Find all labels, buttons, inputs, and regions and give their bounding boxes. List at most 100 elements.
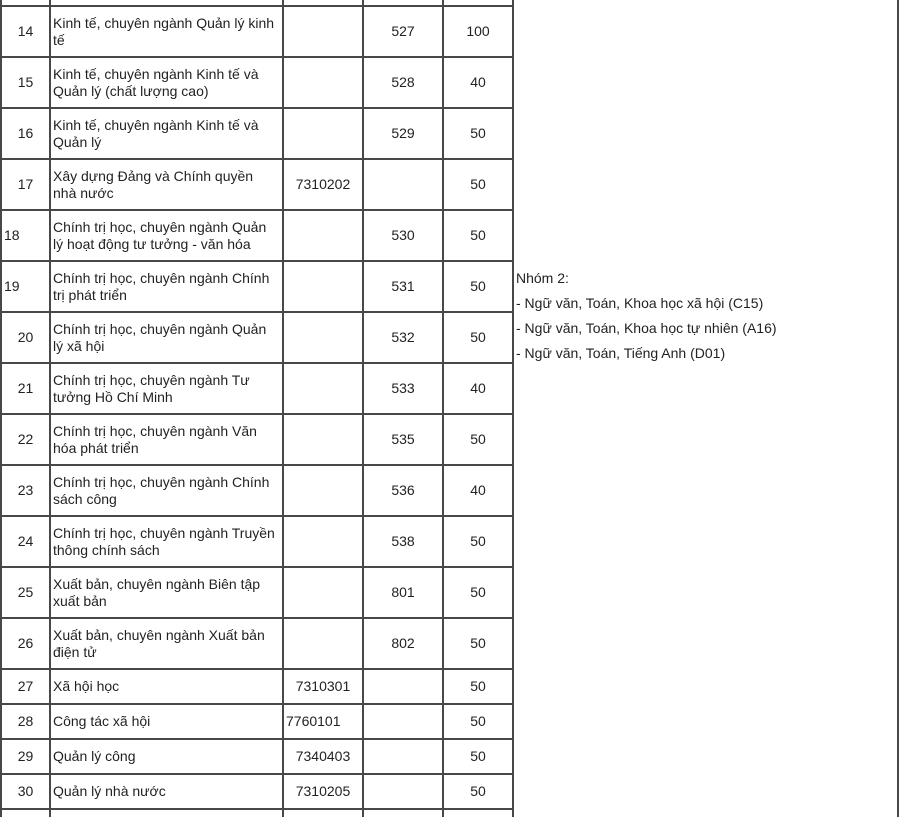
table-row: 24 Chính trị học, chuyên ngành Truyền th…: [0, 515, 898, 568]
major-code-cell: [282, 209, 364, 262]
table-row: 16 Kinh tế, chuyên ngành Kinh tế và Quản…: [0, 107, 898, 160]
group-code-cell: [362, 0, 444, 7]
quota-cell: 50: [442, 738, 514, 775]
note-item: - Ngữ văn, Toán, Tiếng Anh (D01): [516, 345, 726, 361]
group-code-cell: [362, 773, 444, 810]
table-row: 30 Quản lý nhà nước 7310205 50: [0, 773, 898, 810]
row-number-cell: 17: [0, 158, 51, 211]
quota-cell: 50: [442, 107, 514, 160]
row-number-cell: 28: [0, 703, 51, 740]
row-number-cell: 16: [0, 107, 51, 160]
note-cell: Nhóm 2: - Ngữ văn, Toán, Khoa học xã hội…: [512, 0, 899, 817]
program-name-cell: Chính trị học, chuyên ngành Chính trị ph…: [49, 260, 284, 313]
table-row: 29 Quản lý công 7340403 50: [0, 738, 898, 775]
major-code-cell: 7340403: [282, 738, 364, 775]
group-code-cell: [362, 738, 444, 775]
note-title: Nhóm 2:: [516, 270, 569, 286]
major-code-cell: [282, 260, 364, 313]
note-item: - Ngữ văn, Toán, Khoa học tự nhiên (A16): [516, 320, 777, 336]
quota-cell: 50: [442, 158, 514, 211]
group-code-cell: [362, 158, 444, 211]
row-number-cell: 30: [0, 773, 51, 810]
row-number-cell: 18: [0, 209, 51, 262]
row-number-cell: 20: [0, 311, 51, 364]
program-name-cell: Công tác xã hội: [49, 703, 284, 740]
major-code-cell: [282, 566, 364, 619]
major-code-cell: [282, 0, 364, 7]
quota-cell: 100: [442, 5, 514, 58]
row-number-cell: 25: [0, 566, 51, 619]
quota-cell: 40: [442, 464, 514, 517]
major-code-cell: [282, 808, 364, 817]
quota-cell: 50: [442, 617, 514, 670]
quota-cell: 50: [442, 773, 514, 810]
quota-cell: 50: [442, 209, 514, 262]
row-number-cell: 14: [0, 5, 51, 58]
program-name-cell: Chính trị học, chuyên ngành Truyền thông…: [49, 515, 284, 568]
group-code-cell: 535: [362, 413, 444, 466]
table-row: 26 Xuất bản, chuyên ngành Xuất bản điện …: [0, 617, 898, 670]
table-row: 23 Chính trị học, chuyên ngành Chính sác…: [0, 464, 898, 517]
major-code-cell: 7760101: [282, 703, 364, 740]
table-row: 22 Chính trị học, chuyên ngành Văn hóa p…: [0, 413, 898, 466]
major-code-cell: [282, 362, 364, 415]
group-code-cell: 802: [362, 617, 444, 670]
major-code-cell: 7310205: [282, 773, 364, 810]
group-code-cell: 532: [362, 311, 444, 364]
major-code-cell: [282, 617, 364, 670]
group-code-cell: 801: [362, 566, 444, 619]
exam-group-note: Nhóm 2: - Ngữ văn, Toán, Khoa học xã hội…: [516, 270, 894, 370]
quota-cell: 50: [442, 703, 514, 740]
group-code-cell: 530: [362, 209, 444, 262]
row-number-cell: [0, 0, 51, 7]
row-number-cell: 27: [0, 668, 51, 705]
row-number-cell: 23: [0, 464, 51, 517]
program-name-cell: Chính trị học, chuyên ngành Văn hóa phát…: [49, 413, 284, 466]
major-code-cell: [282, 107, 364, 160]
program-name-cell: Chính trị học, chuyên ngành Chính sách c…: [49, 464, 284, 517]
table-row: 19 Chính trị học, chuyên ngành Chính trị…: [0, 260, 898, 313]
group-code-cell: [362, 808, 444, 817]
group-code-cell: 527: [362, 5, 444, 58]
program-name-cell: Xuất bản, chuyên ngành Xuất bản điện tử: [49, 617, 284, 670]
table-row: 21 Chính trị học, chuyên ngành Tư tưởng …: [0, 362, 898, 415]
group-code-cell: 533: [362, 362, 444, 415]
quota-cell: 50: [442, 566, 514, 619]
row-number-cell: 26: [0, 617, 51, 670]
group-code-cell: 531: [362, 260, 444, 313]
row-number-cell: 21: [0, 362, 51, 415]
program-name-cell: Xã hội học: [49, 668, 284, 705]
program-name-cell: Quản lý công: [49, 738, 284, 775]
program-name-cell: Chính trị học, chuyên ngành Quản lý xã h…: [49, 311, 284, 364]
program-name-cell: Xây dựng Đảng và Chính quyền nhà nước: [49, 158, 284, 211]
major-code-cell: [282, 56, 364, 109]
group-code-cell: 538: [362, 515, 444, 568]
group-code-cell: [362, 703, 444, 740]
quota-cell: 40: [442, 56, 514, 109]
table-row: 20 Chính trị học, chuyên ngành Quản lý x…: [0, 311, 898, 364]
major-code-cell: 7310301: [282, 668, 364, 705]
program-name-cell: Kinh tế, chuyên ngành Kinh tế và Quản lý: [49, 107, 284, 160]
quota-cell: 50: [442, 260, 514, 313]
table-row: 28 Công tác xã hội 7760101 50: [0, 703, 898, 740]
program-name-cell: Chính trị học, chuyên ngành Quản lý hoạt…: [49, 209, 284, 262]
row-number-cell: [0, 808, 51, 817]
quota-cell: [442, 0, 514, 7]
program-name-cell: [49, 0, 284, 7]
quota-cell: [442, 808, 514, 817]
quota-cell: 40: [442, 362, 514, 415]
note-item: - Ngữ văn, Toán, Khoa học xã hội (C15): [516, 295, 764, 311]
row-number-cell: 15: [0, 56, 51, 109]
major-code-cell: [282, 464, 364, 517]
row-number-cell: 29: [0, 738, 51, 775]
table-row: 27 Xã hội học 7310301 50: [0, 668, 898, 705]
major-code-cell: 7310202: [282, 158, 364, 211]
quota-cell: 50: [442, 668, 514, 705]
group-code-cell: [362, 668, 444, 705]
table-row: 15 Kinh tế, chuyên ngành Kinh tế và Quản…: [0, 56, 898, 109]
group-code-cell: 528: [362, 56, 444, 109]
major-code-cell: [282, 311, 364, 364]
